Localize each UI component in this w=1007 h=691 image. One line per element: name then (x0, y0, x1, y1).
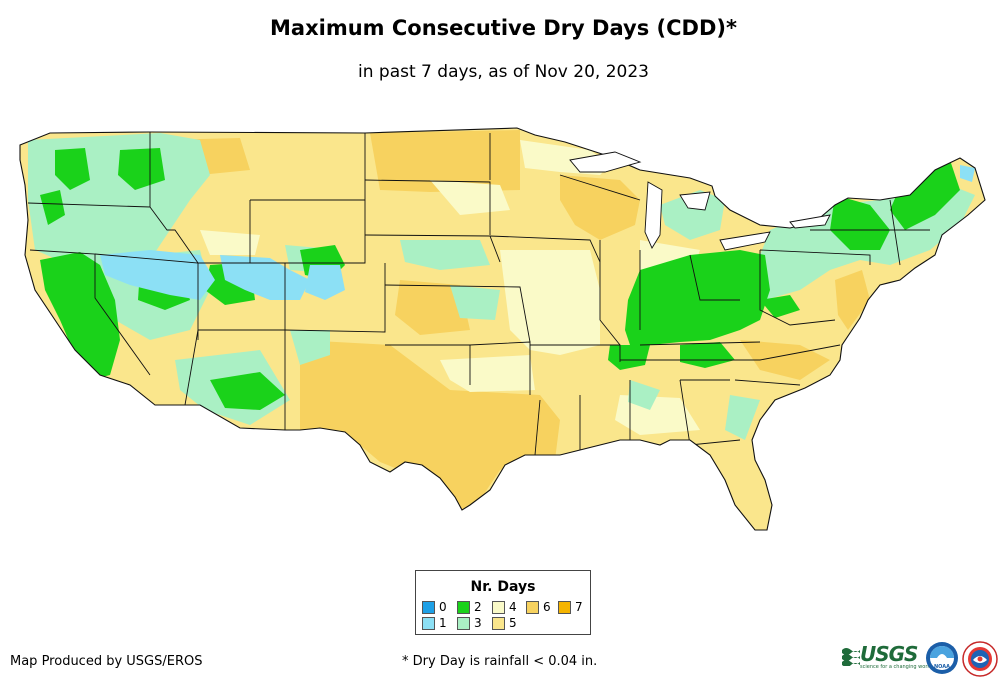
credit-text: Map Produced by USGS/EROS (10, 654, 203, 669)
legend-label-1: 1 (439, 616, 447, 630)
legend-label-5: 5 (509, 616, 517, 630)
usgs-logo: USGS science for a changing world (842, 642, 932, 672)
legend-label-0: 0 (439, 600, 447, 614)
map-title: Maximum Consecutive Dry Days (CDD)* (270, 16, 737, 40)
legend-item-1: 1 (422, 617, 447, 631)
noaa-logo-text: NOAA (934, 664, 950, 670)
legend-swatch-2 (457, 601, 470, 614)
legend-item-0: 0 (422, 601, 447, 615)
legend-swatch-5 (492, 617, 505, 630)
legend-title: Nr. Days (470, 579, 536, 595)
usgs-wave-icon (842, 648, 860, 666)
usgs-wordmark: USGS (860, 642, 918, 666)
legend-swatch-3 (457, 617, 470, 630)
legend-item-2: 2 (457, 601, 482, 615)
legend-label-4: 4 (509, 600, 517, 614)
legend-label-6: 6 (543, 600, 551, 614)
legend-swatch-0 (422, 601, 435, 614)
legend-swatch-7 (558, 601, 571, 614)
dry-day-note: * Dry Day is rainfall < 0.04 in. (402, 654, 598, 669)
legend-item-6: 6 (526, 601, 551, 615)
map-subtitle: in past 7 days, as of Nov 20, 2023 (358, 62, 649, 82)
legend-item-7: 7 (558, 601, 583, 615)
usgs-tagline: science for a changing world (860, 664, 932, 670)
legend-swatch-6 (526, 601, 539, 614)
legend-item-3: 3 (457, 617, 482, 631)
noaa-logo-icon: NOAA (926, 642, 958, 674)
legend-item-5: 5 (492, 617, 517, 631)
legend-label-7: 7 (575, 600, 583, 614)
legend-item-4: 4 (492, 601, 517, 615)
nws-logo-icon (962, 641, 998, 677)
legend-swatch-4 (492, 601, 505, 614)
legend-swatch-1 (422, 617, 435, 630)
legend-label-3: 3 (474, 616, 482, 630)
legend-label-2: 2 (474, 600, 482, 614)
